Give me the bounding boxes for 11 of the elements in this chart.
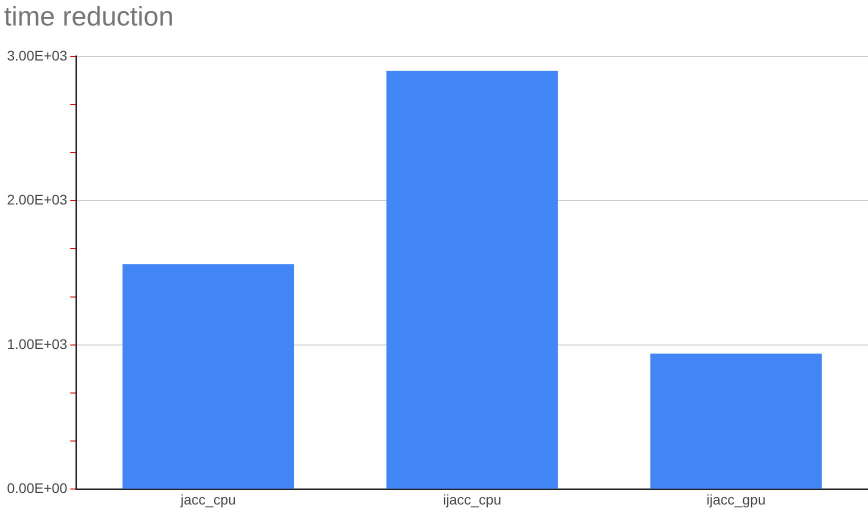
y-tick-label: 3.00E+03 — [6, 47, 68, 64]
x-tick-label: jacc_cpu — [180, 491, 236, 508]
x-tick-label: ijacc_cpu — [442, 491, 502, 508]
bar — [386, 70, 558, 489]
x-tick-label: ijacc_gpu — [706, 491, 766, 508]
chart-title: time reduction — [4, 2, 174, 32]
bar — [650, 354, 822, 489]
y-tick-label: 0.00E+00 — [6, 480, 68, 496]
bar — [122, 264, 294, 489]
y-tick-label: 1.00E+03 — [6, 336, 68, 352]
y-tick-label: 2.00E+03 — [6, 192, 68, 208]
